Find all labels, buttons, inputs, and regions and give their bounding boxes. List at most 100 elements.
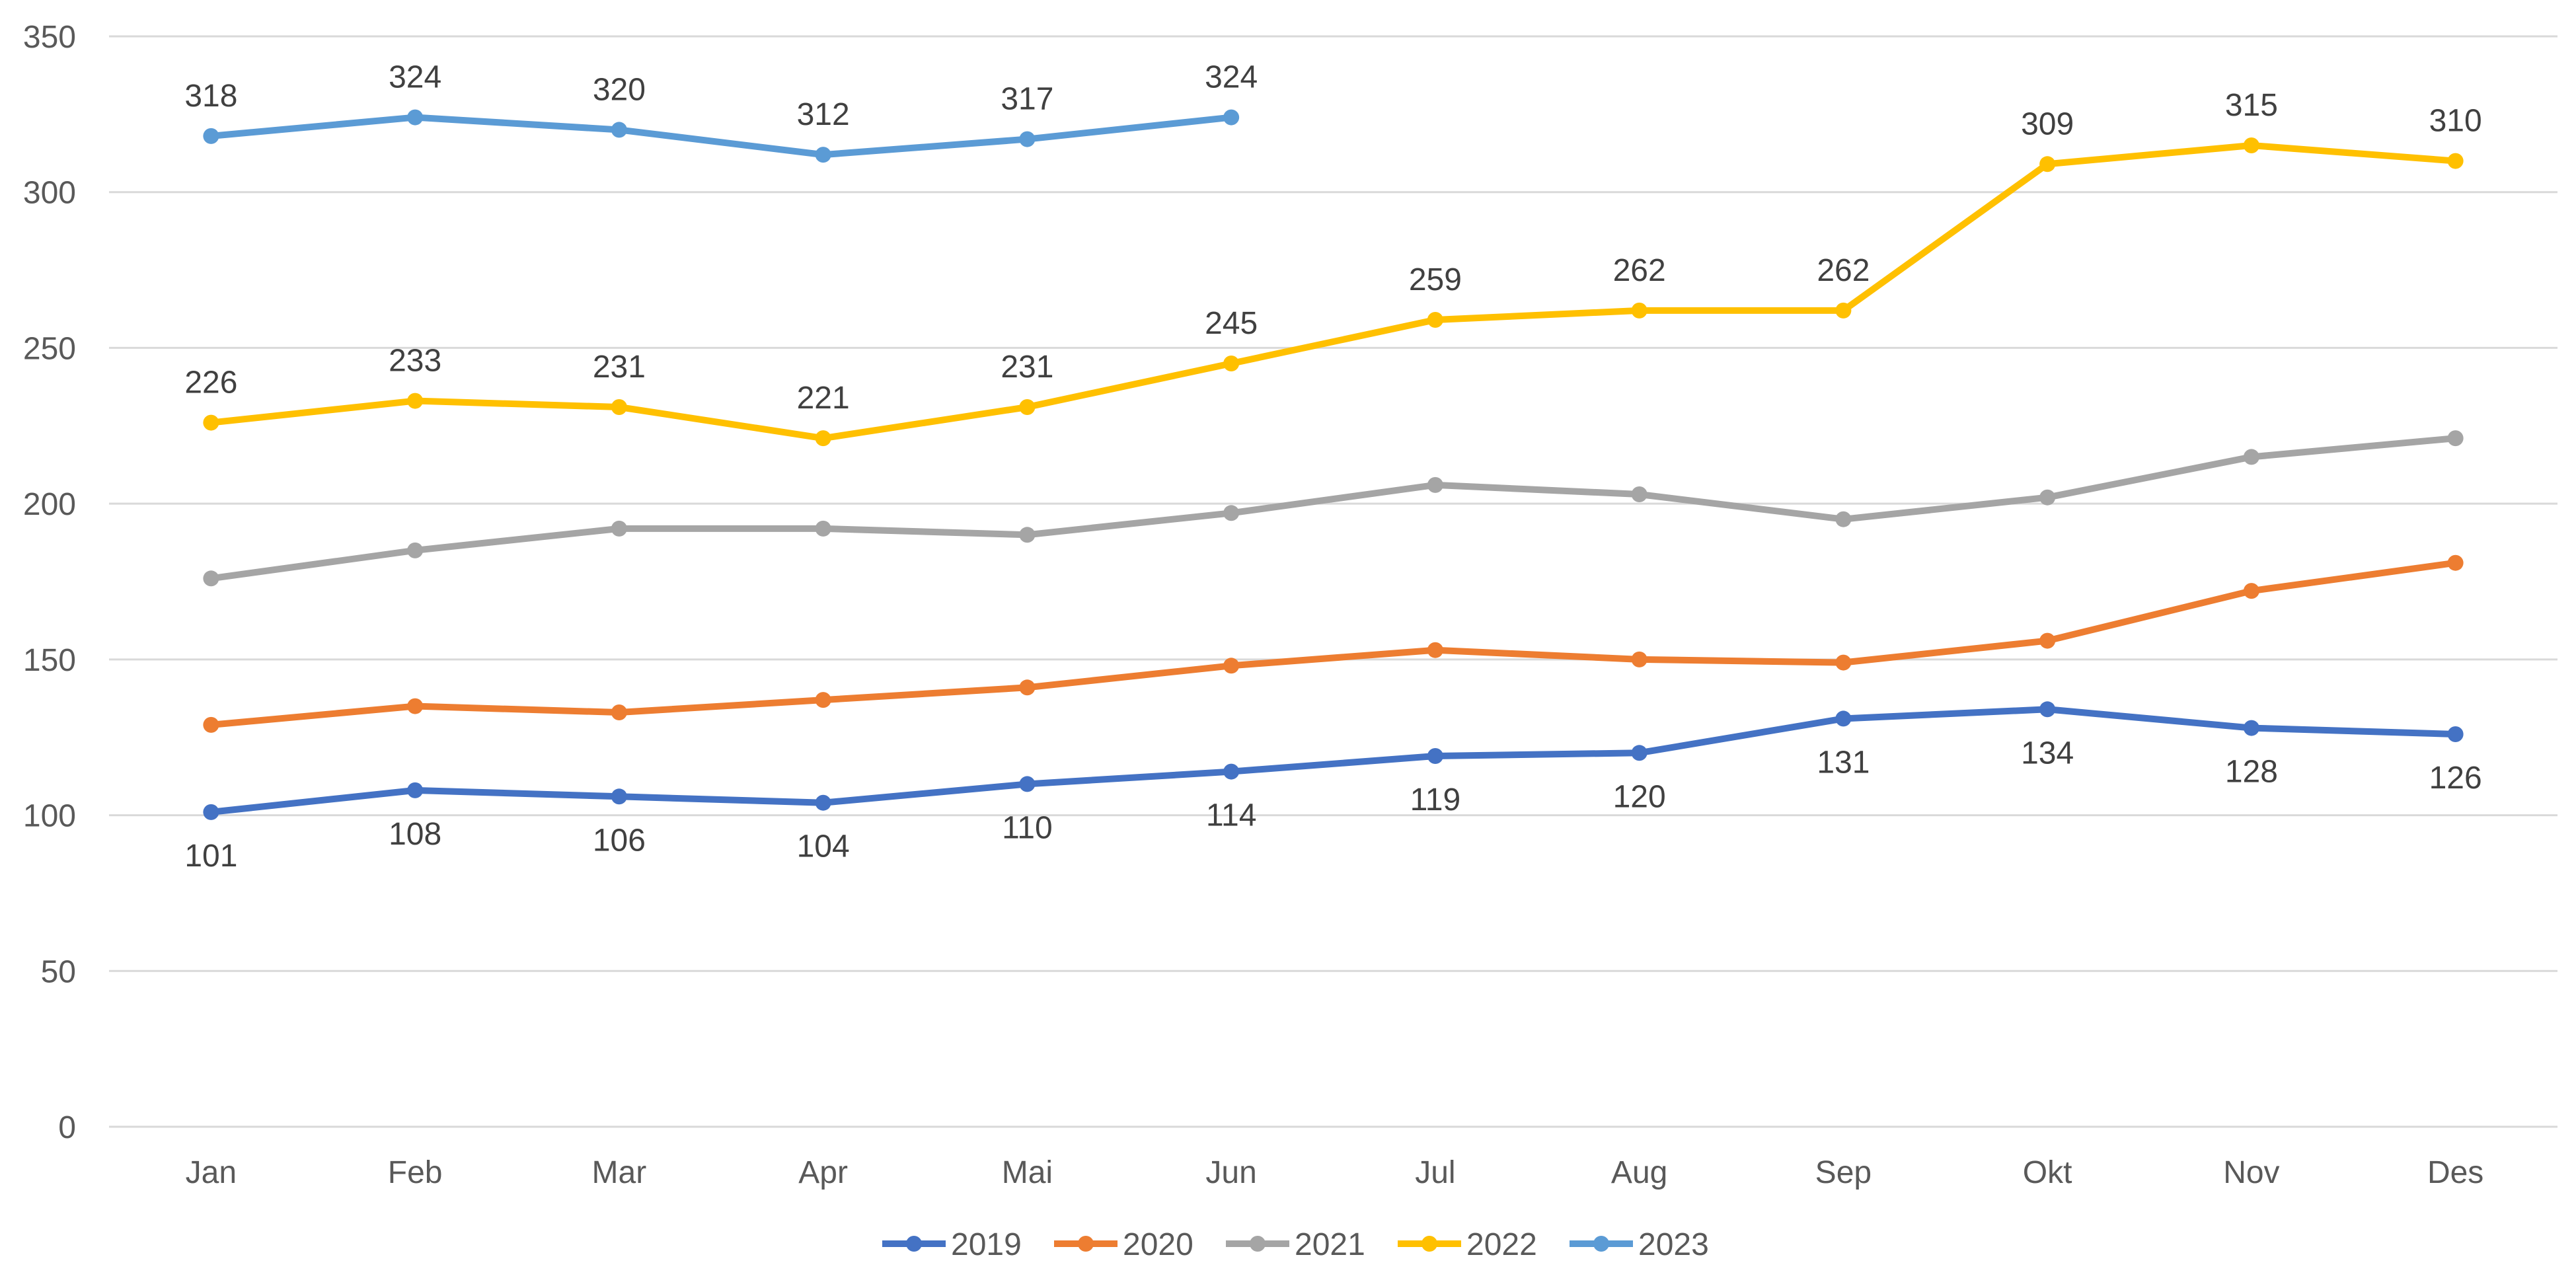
data-labels: 101 108 106 104 110 114 119 120 131 134 128 126 226 2… bbox=[184, 60, 2481, 874]
data-label-2022: 245 bbox=[1205, 306, 1258, 341]
data-point-2019 bbox=[203, 804, 219, 820]
data-point-2019 bbox=[1631, 745, 1648, 761]
series-line-2020 bbox=[208, 559, 2459, 728]
data-point-2019 bbox=[1019, 776, 1036, 792]
data-point-2023 bbox=[407, 109, 424, 126]
data-label-2022: 310 bbox=[2429, 104, 2482, 139]
series-2022 bbox=[203, 137, 2464, 447]
x-tick-label: Sep bbox=[1815, 1155, 1872, 1190]
series-line-2019 bbox=[208, 706, 2459, 815]
y-tick-label: 100 bbox=[23, 799, 76, 834]
data-point-2020 bbox=[1427, 642, 1443, 658]
data-label-2022: 315 bbox=[2225, 88, 2278, 123]
legend-swatch-marker bbox=[1421, 1236, 1437, 1252]
data-label-2019: 119 bbox=[1410, 782, 1461, 817]
y-tick-label: 250 bbox=[23, 331, 76, 366]
data-label-2019: 126 bbox=[2429, 761, 2482, 796]
data-label-2023: 324 bbox=[389, 60, 441, 95]
data-label-2022: 309 bbox=[2021, 106, 2074, 141]
legend-swatch-marker bbox=[1250, 1236, 1266, 1252]
data-label-2022: 262 bbox=[1817, 253, 1870, 288]
data-point-2021 bbox=[1223, 505, 1240, 521]
data-label-2022: 226 bbox=[184, 365, 237, 400]
data-label-2022: 221 bbox=[797, 381, 850, 416]
data-point-2022 bbox=[2039, 156, 2056, 172]
legend-item-2022: 2022 bbox=[1398, 1227, 1537, 1262]
data-label-2022: 231 bbox=[593, 350, 646, 385]
x-tick-label: Mar bbox=[592, 1155, 647, 1190]
data-point-2019 bbox=[1223, 763, 1240, 780]
x-tick-label: Mai bbox=[1002, 1155, 1053, 1190]
series-2023 bbox=[203, 109, 1240, 163]
data-label-2023: 312 bbox=[797, 97, 850, 132]
data-point-2023 bbox=[1223, 109, 1240, 126]
data-point-2023 bbox=[1019, 131, 1036, 147]
x-axis-ticks: Jan Feb Mar Apr Mai Jun Jul Aug Sep Okt Nov Des bbox=[186, 1155, 2484, 1190]
legend-label: 2023 bbox=[1638, 1227, 1709, 1262]
legend-label: 2021 bbox=[1295, 1227, 1365, 1262]
x-tick-label: Aug bbox=[1611, 1155, 1667, 1190]
series-2019 bbox=[203, 701, 2464, 820]
data-label-2019: 134 bbox=[2021, 736, 2074, 771]
data-point-2022 bbox=[1223, 356, 1240, 371]
series-2021 bbox=[203, 430, 2464, 587]
x-tick-label: Jul bbox=[1415, 1155, 1455, 1190]
data-point-2021 bbox=[1631, 486, 1648, 502]
legend-item-2021: 2021 bbox=[1226, 1227, 1365, 1262]
data-label-2023: 320 bbox=[593, 72, 646, 107]
x-tick-label: Jan bbox=[186, 1155, 237, 1190]
data-point-2023 bbox=[815, 147, 831, 163]
data-label-2023: 324 bbox=[1205, 60, 1258, 95]
data-point-2019 bbox=[1835, 710, 1852, 727]
data-point-2019 bbox=[407, 782, 424, 798]
data-label-2019: 101 bbox=[184, 839, 237, 874]
data-point-2020 bbox=[1019, 679, 1036, 696]
data-label-2019: 128 bbox=[2225, 755, 2278, 790]
x-tick-label: Okt bbox=[2023, 1155, 2072, 1190]
legend-item-2019: 2019 bbox=[882, 1227, 1022, 1262]
data-point-2021 bbox=[2243, 449, 2259, 465]
data-point-2022 bbox=[1835, 302, 1852, 319]
data-point-2022 bbox=[1427, 312, 1443, 328]
data-label-2022: 262 bbox=[1613, 253, 1666, 288]
y-tick-label: 200 bbox=[23, 487, 76, 522]
data-point-2019 bbox=[2039, 701, 2056, 718]
legend-item-2020: 2020 bbox=[1054, 1227, 1193, 1262]
data-label-2023: 318 bbox=[184, 79, 237, 114]
data-point-2021 bbox=[815, 520, 831, 537]
data-point-2021 bbox=[2039, 489, 2056, 506]
data-point-2022 bbox=[1019, 399, 1036, 415]
legend-swatch-marker bbox=[1593, 1236, 1609, 1252]
data-point-2020 bbox=[407, 698, 424, 714]
legend-item-2023: 2023 bbox=[1570, 1227, 1709, 1262]
data-point-2019 bbox=[1427, 748, 1443, 764]
data-point-2021 bbox=[1427, 476, 1443, 493]
data-label-2022: 259 bbox=[1409, 262, 1462, 297]
legend-swatch-marker bbox=[1078, 1236, 1094, 1252]
data-point-2021 bbox=[611, 520, 627, 537]
data-point-2023 bbox=[611, 122, 627, 138]
data-label-2019: 108 bbox=[389, 817, 441, 852]
y-tick-label: 350 bbox=[23, 20, 76, 55]
data-point-2021 bbox=[2447, 430, 2464, 447]
y-tick-label: 0 bbox=[58, 1110, 76, 1145]
data-point-2022 bbox=[611, 399, 627, 415]
data-point-2020 bbox=[815, 692, 831, 708]
data-label-2019: 131 bbox=[1817, 745, 1870, 780]
data-point-2020 bbox=[1835, 654, 1852, 671]
x-tick-label: Des bbox=[2427, 1155, 2483, 1190]
data-point-2022 bbox=[2243, 137, 2259, 153]
data-point-2020 bbox=[1631, 651, 1648, 667]
data-point-2021 bbox=[203, 570, 219, 587]
data-point-2020 bbox=[1223, 658, 1240, 674]
legend-swatch-marker bbox=[906, 1236, 922, 1252]
data-label-2022: 233 bbox=[389, 344, 441, 379]
data-point-2021 bbox=[1019, 527, 1036, 543]
data-label-2019: 114 bbox=[1206, 798, 1257, 833]
data-point-2020 bbox=[611, 704, 627, 720]
legend-label: 2019 bbox=[951, 1227, 1022, 1262]
data-point-2020 bbox=[2243, 583, 2259, 599]
data-point-2022 bbox=[407, 393, 424, 409]
data-label-2019: 110 bbox=[1002, 810, 1053, 845]
